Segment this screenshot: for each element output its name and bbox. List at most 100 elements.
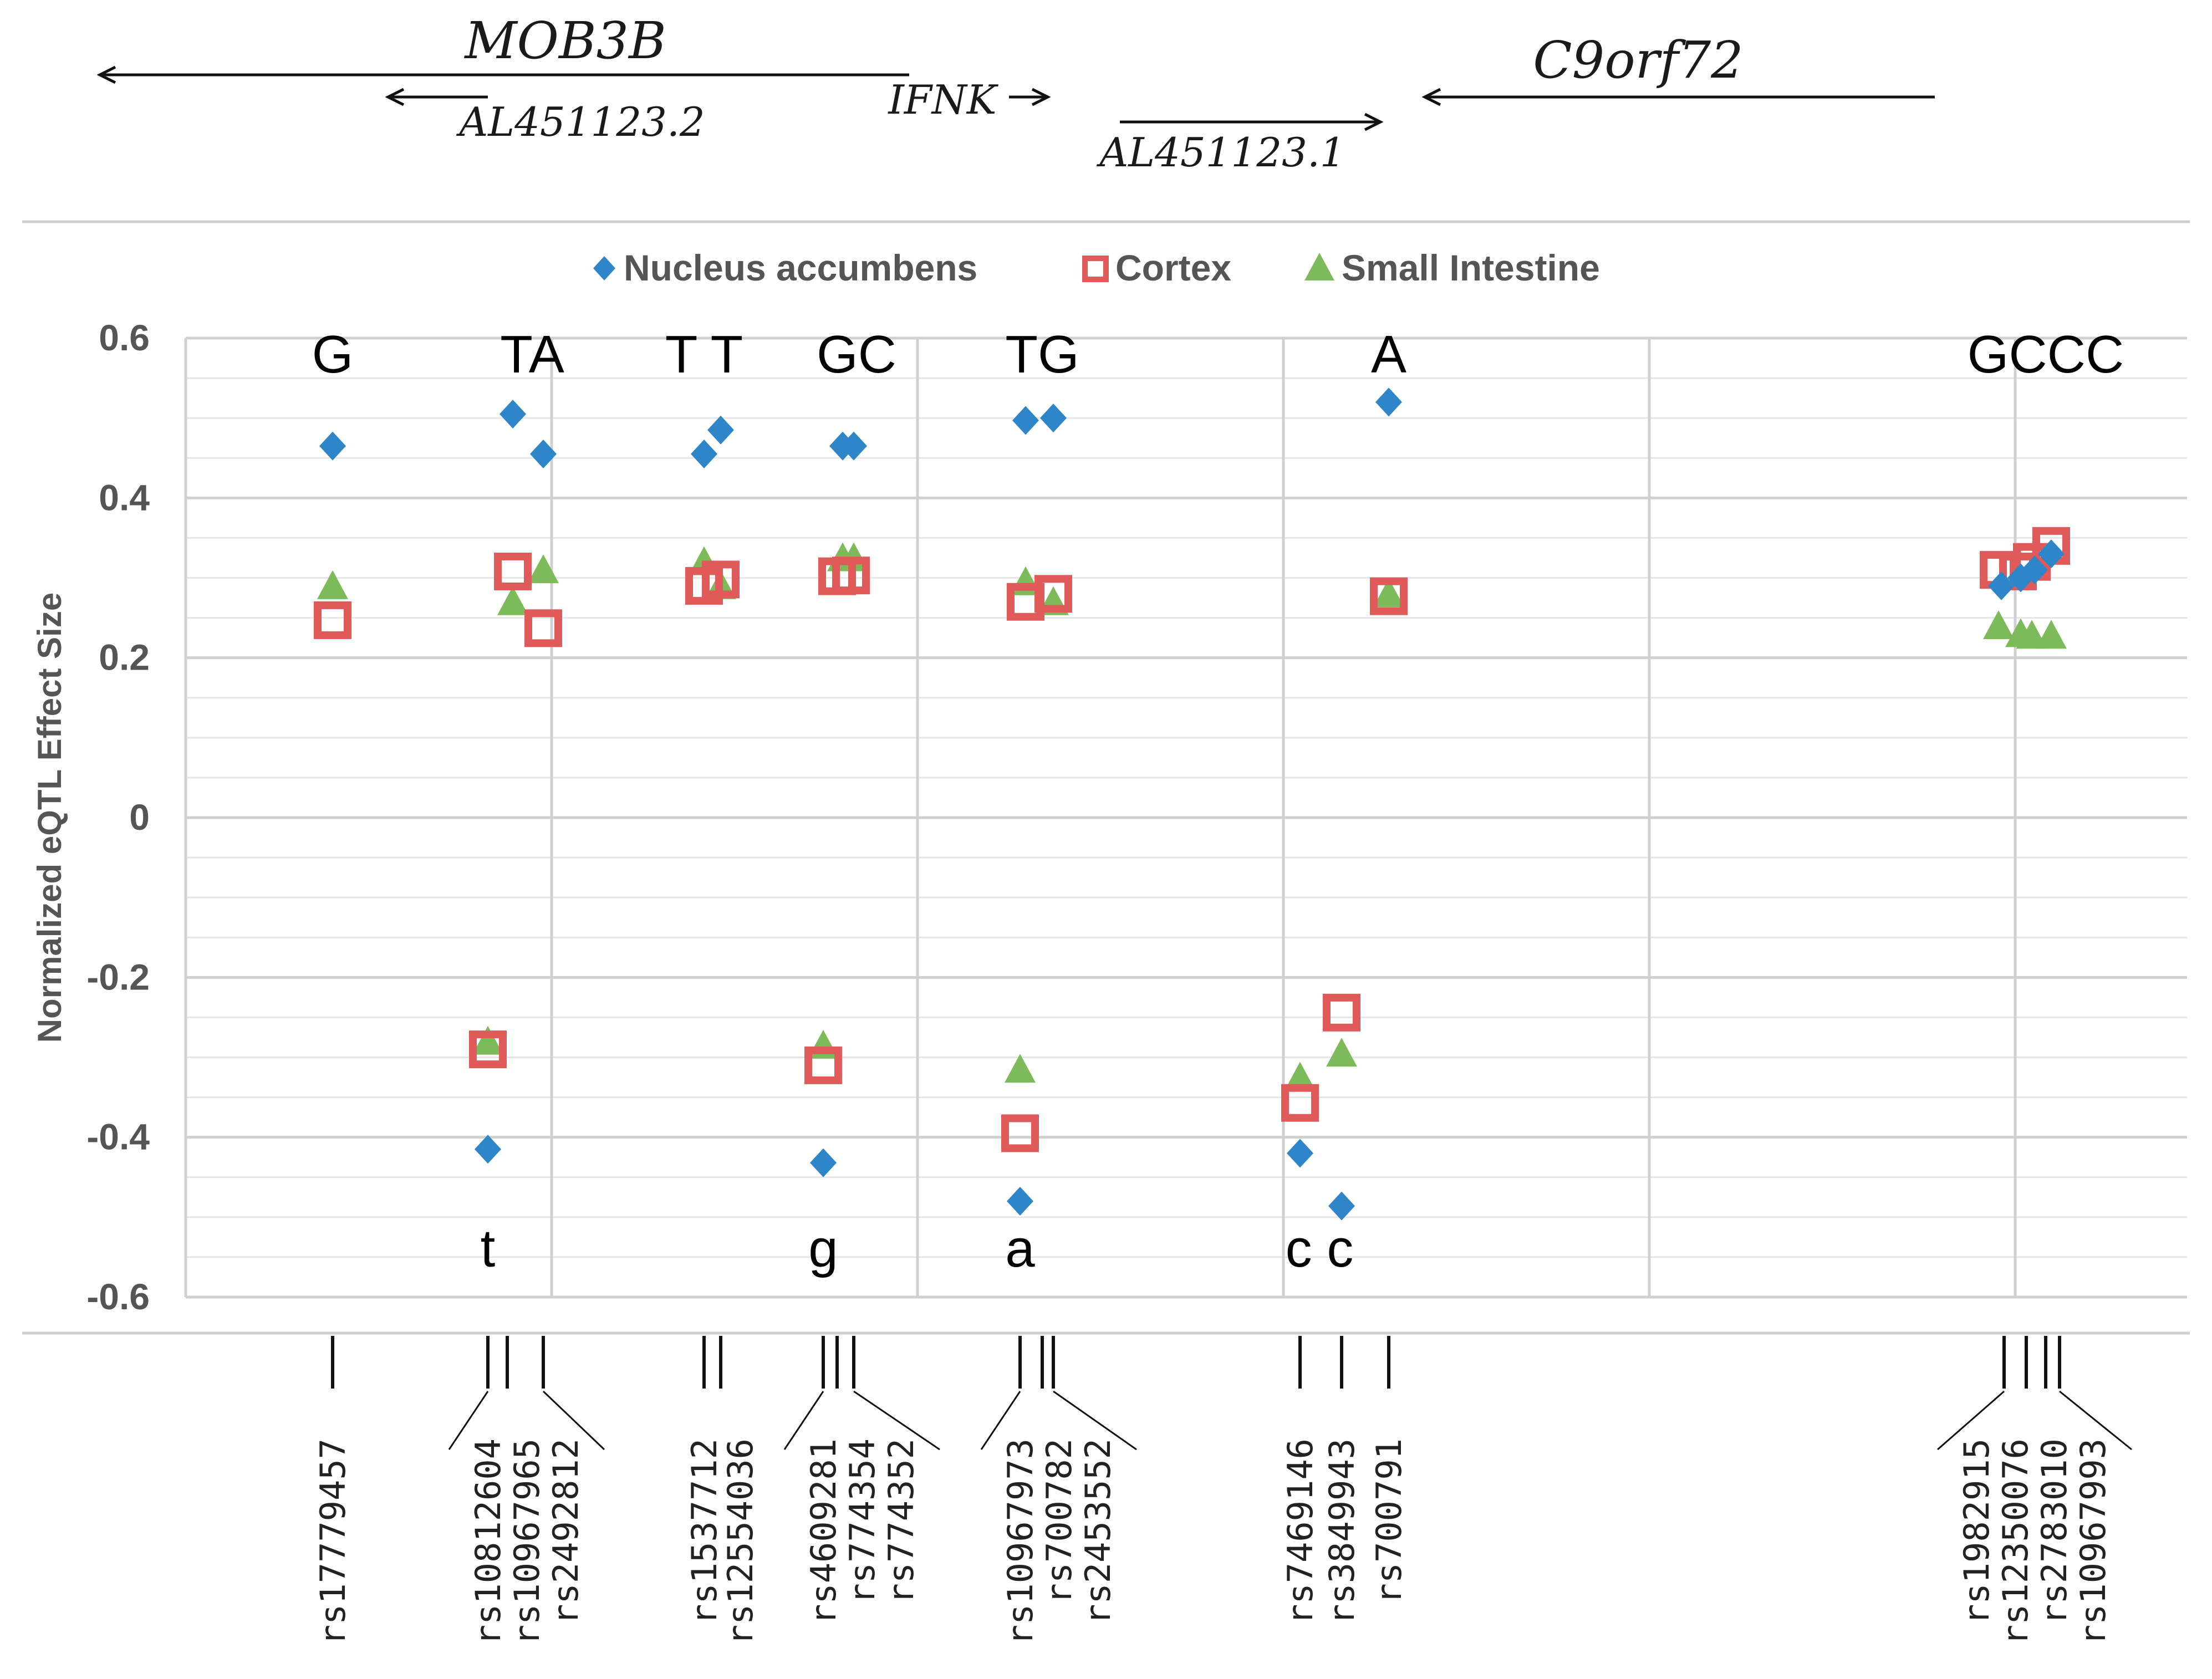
point-cortex xyxy=(1001,1114,1039,1152)
gene-arrow-icon xyxy=(1031,88,1051,106)
gene-arrow-icon xyxy=(96,65,116,84)
legend-nucleus-label: Nucleus accumbens xyxy=(624,247,977,288)
allele-label-top: A xyxy=(1371,325,1406,384)
gene-label: IFNK xyxy=(887,76,998,123)
allele-label-top: TA xyxy=(500,325,564,384)
snp-label: rs3849943 xyxy=(1322,1438,1362,1625)
y-tick-label: -0.4 xyxy=(86,1116,150,1157)
snp-label: rs700791 xyxy=(1369,1438,1409,1604)
point-small-intestine xyxy=(1983,610,2014,639)
data-points xyxy=(314,387,2070,1221)
point-cortex xyxy=(314,601,351,639)
allele-label-top: T T xyxy=(665,325,743,384)
point-nucleus-accumbens xyxy=(475,1135,501,1164)
snp-label: rs4609281 xyxy=(803,1438,844,1625)
allele-label-top: G xyxy=(312,325,354,384)
gene-label: MOB3B xyxy=(463,11,666,70)
y-tick-label: -0.6 xyxy=(86,1276,150,1317)
snp-label: rs2783010 xyxy=(2034,1438,2075,1625)
point-nucleus-accumbens xyxy=(1287,1139,1313,1168)
snp-leader-line xyxy=(2059,1390,2132,1451)
legend-intestine-label: Small Intestine xyxy=(1342,247,1600,288)
snp-label: rs10967973 xyxy=(1000,1438,1041,1645)
snp-leader-line xyxy=(1937,1390,2005,1451)
snp-label: rs700782 xyxy=(1039,1438,1079,1604)
point-cortex xyxy=(524,609,562,647)
legend-intestine-triangle xyxy=(1304,253,1334,280)
point-nucleus-accumbens xyxy=(810,1148,837,1177)
point-small-intestine xyxy=(472,1025,503,1055)
allele-label-bottom: c c xyxy=(1286,1219,1354,1278)
snp-label: rs7469146 xyxy=(1280,1438,1321,1625)
legend-cortex-label: Cortex xyxy=(1115,247,1231,288)
snp-label: rs12554036 xyxy=(720,1438,761,1645)
point-small-intestine xyxy=(808,1029,839,1059)
allele-label-bottom: t xyxy=(481,1219,496,1278)
gene-arrow-icon xyxy=(385,88,405,106)
point-nucleus-accumbens xyxy=(1040,404,1067,433)
allele-annotations: G TA T T GC TG A GCCC t g a c c xyxy=(312,325,2124,1278)
snp-label: rs17779457 xyxy=(313,1438,353,1645)
point-nucleus-accumbens xyxy=(840,431,867,461)
point-nucleus-accumbens xyxy=(1988,571,2015,600)
gene-label: AL451123.2 xyxy=(456,99,705,145)
legend-item-intestine: Small Intestine xyxy=(1304,247,1600,288)
snp-label: rs10812604 xyxy=(468,1438,508,1645)
legend-item-nucleus: Nucleus accumbens xyxy=(593,247,977,288)
gene-label: C9orf72 xyxy=(1533,30,1743,90)
y-tick-label: -0.2 xyxy=(86,956,150,997)
point-nucleus-accumbens xyxy=(1007,1187,1033,1216)
snp-label: rs1982915 xyxy=(1956,1438,1997,1625)
point-nucleus-accumbens xyxy=(1375,387,1402,417)
gene-arrow-icon xyxy=(1364,113,1384,131)
point-cortex xyxy=(804,1046,842,1084)
point-nucleus-accumbens xyxy=(1012,406,1039,435)
allele-label-bottom: g xyxy=(808,1219,838,1278)
legend-cortex-square xyxy=(1082,256,1109,282)
gene-label: AL451123.1 xyxy=(1096,129,1345,176)
y-tick-label: 0 xyxy=(129,797,150,838)
point-cortex xyxy=(494,552,532,590)
point-nucleus-accumbens xyxy=(2021,555,2048,585)
point-cortex xyxy=(1370,577,1408,615)
point-cortex xyxy=(1034,575,1072,613)
grid xyxy=(184,336,2187,1299)
gene-track: MOB3B AL451123.2 IFNK AL451123.1 C9orf72 xyxy=(96,11,1935,176)
legend-item-cortex: Cortex xyxy=(1082,247,1231,288)
point-small-intestine xyxy=(497,586,528,615)
snp-label: rs10967993 xyxy=(2073,1438,2113,1645)
point-cortex xyxy=(702,560,740,599)
allele-label-top: TG xyxy=(1005,325,1079,384)
legend: Nucleus accumbens Cortex Small Intestine xyxy=(593,247,1600,288)
snp-label: rs774354 xyxy=(842,1438,883,1604)
gene-arrow-icon xyxy=(1421,88,1441,106)
allele-label-bottom: a xyxy=(1005,1219,1035,1278)
snp-leader-line xyxy=(980,1391,1021,1450)
point-small-intestine xyxy=(1005,1054,1036,1083)
point-cortex xyxy=(1281,1084,1319,1122)
snp-leader-line xyxy=(1053,1390,1137,1451)
y-tick-label: 0.6 xyxy=(99,317,150,358)
point-small-intestine xyxy=(528,554,559,584)
y-axis-ticks: 0.6 0.4 0.2 0 -0.2 -0.4 -0.6 xyxy=(86,317,150,1317)
point-nucleus-accumbens xyxy=(691,440,717,469)
point-nucleus-accumbens xyxy=(707,415,734,445)
snp-label: rs10967965 xyxy=(507,1438,547,1645)
point-cortex xyxy=(1323,993,1360,1032)
point-nucleus-accumbens xyxy=(319,431,346,461)
snp-leader-line xyxy=(853,1390,940,1451)
snp-label: rs2453552 xyxy=(1078,1438,1118,1625)
snp-label: rs774352 xyxy=(881,1438,921,1604)
point-small-intestine xyxy=(1373,578,1404,608)
point-small-intestine xyxy=(2036,620,2067,649)
point-small-intestine xyxy=(1326,1038,1357,1067)
snp-label: rs12350076 xyxy=(1995,1438,2036,1645)
snp-label: rs1537712 xyxy=(684,1438,725,1625)
point-cortex xyxy=(832,557,870,595)
point-nucleus-accumbens xyxy=(500,399,526,428)
y-tick-label: 0.4 xyxy=(99,477,150,518)
y-tick-label: 0.2 xyxy=(99,637,150,678)
point-nucleus-accumbens xyxy=(1328,1191,1355,1221)
